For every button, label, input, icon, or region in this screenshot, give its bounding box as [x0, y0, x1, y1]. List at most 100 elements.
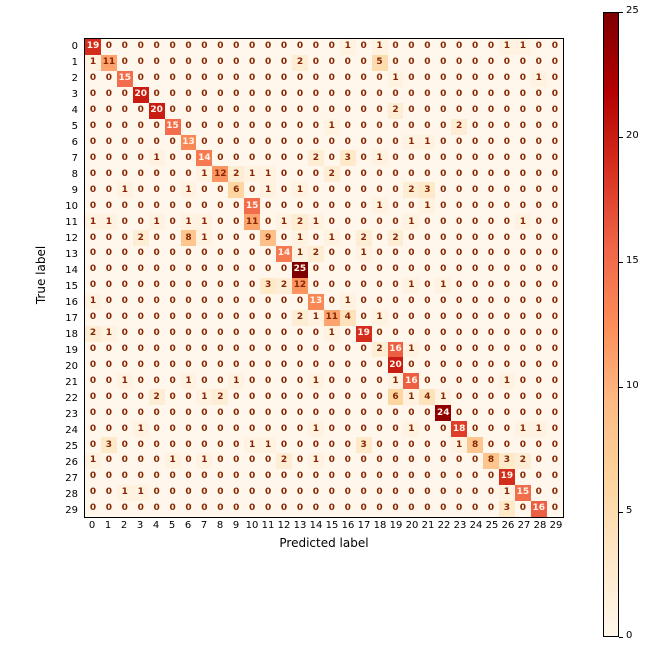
heatmap-cell: 0: [515, 262, 531, 278]
x-tick: 7: [196, 520, 212, 531]
heatmap-cell: 0: [403, 294, 419, 310]
heatmap-cell: 0: [260, 87, 276, 103]
heatmap-cell: 0: [149, 87, 165, 103]
heatmap-cell: 1: [340, 294, 356, 310]
heatmap-cell: 0: [356, 501, 372, 517]
heatmap-cell: 1: [228, 373, 244, 389]
heatmap-cell: 0: [244, 357, 260, 373]
heatmap-cell: 0: [340, 469, 356, 485]
heatmap-cell: 0: [419, 230, 435, 246]
heatmap-cell: 0: [403, 103, 419, 119]
heatmap-cell: 1: [196, 166, 212, 182]
heatmap-cell: 0: [292, 501, 308, 517]
heatmap-cell: 0: [149, 326, 165, 342]
heatmap-cell: 0: [499, 71, 515, 87]
colorbar-tick-label: 15: [626, 255, 639, 266]
heatmap-cell: 0: [499, 166, 515, 182]
heatmap-cell: 0: [531, 166, 547, 182]
x-tick: 27: [516, 520, 532, 531]
heatmap-cell: 0: [292, 342, 308, 358]
heatmap-cell: 0: [133, 135, 149, 151]
x-tick: 24: [468, 520, 484, 531]
heatmap-cell: 15: [117, 71, 133, 87]
heatmap-cell: 0: [372, 230, 388, 246]
heatmap-cell: 0: [356, 182, 372, 198]
heatmap-cell: 0: [372, 437, 388, 453]
heatmap-cell: 1: [372, 39, 388, 55]
heatmap-cell: 0: [531, 278, 547, 294]
heatmap-cell: 0: [435, 501, 451, 517]
colorbar-tick-mark: [619, 387, 623, 388]
heatmap-cell: 1: [117, 182, 133, 198]
heatmap-cell: 0: [149, 310, 165, 326]
heatmap-cell: 0: [483, 357, 499, 373]
heatmap-cell: 0: [419, 421, 435, 437]
heatmap-cell: 0: [531, 342, 547, 358]
heatmap-cell: 0: [435, 373, 451, 389]
heatmap-cell: 0: [372, 405, 388, 421]
heatmap-cell: 0: [483, 342, 499, 358]
heatmap-cell: 0: [324, 389, 340, 405]
heatmap-cell: 0: [388, 437, 404, 453]
heatmap-cell: 0: [435, 150, 451, 166]
heatmap-cell: 0: [388, 405, 404, 421]
heatmap-cell: 0: [356, 119, 372, 135]
heatmap-cell: 0: [101, 310, 117, 326]
heatmap-cell: 0: [356, 310, 372, 326]
heatmap-cell: 0: [117, 246, 133, 262]
heatmap-cell: 0: [276, 294, 292, 310]
heatmap-cell: 0: [547, 119, 563, 135]
heatmap-cell: 0: [483, 135, 499, 151]
heatmap-cell: 0: [181, 342, 197, 358]
heatmap-cell: 0: [276, 230, 292, 246]
heatmap-cell: 0: [531, 87, 547, 103]
heatmap-cell: 0: [196, 437, 212, 453]
heatmap-cell: 0: [196, 87, 212, 103]
heatmap-cell: 0: [515, 501, 531, 517]
heatmap-cell: 0: [276, 262, 292, 278]
heatmap-cell: 0: [483, 39, 499, 55]
heatmap-cell: 0: [483, 294, 499, 310]
heatmap-cell: 0: [308, 55, 324, 71]
x-tick: 28: [532, 520, 548, 531]
heatmap-cell: 0: [292, 294, 308, 310]
heatmap-cell: 0: [244, 389, 260, 405]
heatmap-cell: 0: [260, 310, 276, 326]
heatmap-cell: 3: [340, 150, 356, 166]
heatmap-cell: 0: [483, 262, 499, 278]
heatmap-cell: 0: [356, 357, 372, 373]
heatmap-cell: 0: [340, 246, 356, 262]
heatmap-cell: 0: [228, 103, 244, 119]
heatmap-cell: 0: [372, 262, 388, 278]
heatmap-cell: 0: [149, 485, 165, 501]
heatmap-cell: 0: [435, 357, 451, 373]
heatmap-cell: 0: [244, 71, 260, 87]
heatmap-cell: 0: [308, 342, 324, 358]
heatmap-cell: 0: [388, 278, 404, 294]
heatmap-cell: 0: [515, 437, 531, 453]
heatmap-cell: 0: [228, 310, 244, 326]
heatmap-cell: 0: [372, 71, 388, 87]
heatmap-cell: 0: [435, 294, 451, 310]
heatmap-cell: 1: [356, 246, 372, 262]
heatmap-cell: 0: [451, 326, 467, 342]
heatmap-cell: 0: [499, 103, 515, 119]
heatmap-cell: 0: [308, 230, 324, 246]
heatmap-cell: 0: [181, 294, 197, 310]
heatmap-cell: 1: [308, 214, 324, 230]
heatmap-cell: 25: [292, 262, 308, 278]
heatmap-cell: 16: [531, 501, 547, 517]
heatmap-cell: 0: [181, 357, 197, 373]
heatmap-cell: 0: [292, 373, 308, 389]
heatmap-cell: 0: [372, 469, 388, 485]
heatmap-cell: 0: [165, 198, 181, 214]
heatmap-cell: 0: [228, 198, 244, 214]
heatmap-cell: 0: [451, 55, 467, 71]
heatmap-cell: 0: [403, 262, 419, 278]
heatmap-cell: 0: [181, 87, 197, 103]
heatmap-cell: 20: [388, 357, 404, 373]
heatmap-cell: 0: [435, 485, 451, 501]
heatmap-cell: 0: [101, 421, 117, 437]
heatmap-cell: 0: [292, 469, 308, 485]
heatmap-cell: 0: [419, 453, 435, 469]
